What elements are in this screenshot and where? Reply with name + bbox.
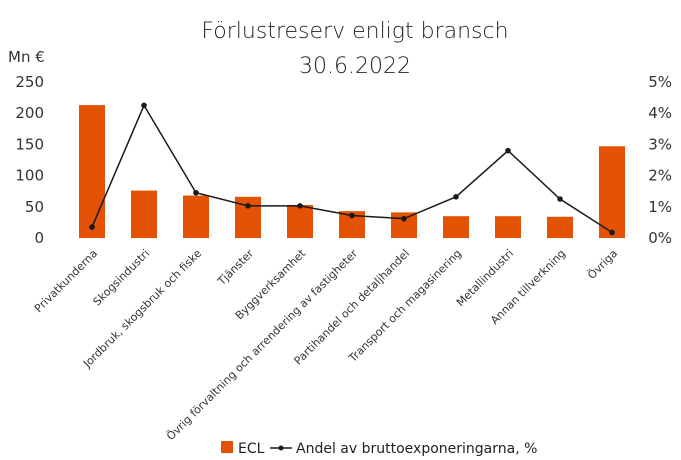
legend-ecl-label: ECL [238,441,265,456]
share-point [297,203,303,209]
share-point [401,215,407,222]
share-point [609,229,615,236]
ecl-bar [599,146,625,238]
legend: ECL Andel av bruttoexponeringarna, % [221,441,537,457]
ecl-bar [495,216,521,238]
share-point [193,189,199,196]
chart-subtitle: 30.6.2022 [299,54,411,79]
right-tick-label: 4% [648,104,672,122]
right-tick-label: 1% [648,198,672,216]
category-label: Tjänster [215,247,257,289]
share-point [245,203,251,209]
right-tick-label: 5% [648,73,672,91]
left-tick-label: 100 [15,167,44,185]
category-label: Privatkunderna [32,247,100,315]
ecl-bar [79,105,105,238]
right-tick-label: 0% [648,229,672,247]
category-label: Övrig förvaltning och arrendering av fas… [164,247,360,443]
chart-title: Förlustreserv enligt bransch [201,19,508,44]
category-label: Transport och magasinering [346,247,465,366]
legend-share-label: Andel av bruttoexponeringarna, % [296,441,537,456]
left-tick-label: 150 [15,135,44,153]
right-tick-label: 2% [648,167,672,185]
left-tick-label: 200 [15,104,44,122]
share-point [453,194,459,200]
left-tick-label: 0 [34,229,44,247]
ecl-bar [443,216,469,238]
share-line-series [89,102,615,236]
ecl-bar [131,190,157,238]
left-axis-ticks: 0 50 100 150 200 250 [15,73,44,247]
share-point [557,196,563,202]
right-tick-label: 3% [648,135,672,153]
ecl-bar [183,195,209,238]
share-point [505,147,511,154]
right-axis-ticks: 0% 1% 2% 3% 4% 5% [648,73,672,247]
share-point [89,224,95,230]
category-label: Övriga [585,247,620,282]
ecl-bars [79,105,625,238]
legend-ecl-swatch [221,441,233,453]
ecl-bar [547,216,573,238]
ecl-bar [287,204,313,238]
share-point [349,212,355,219]
legend-line-marker [278,445,284,451]
y-axis-unit-label: Mn € [8,48,45,66]
share-point [141,102,147,109]
left-tick-label: 250 [15,73,44,91]
left-tick-label: 50 [25,198,44,216]
